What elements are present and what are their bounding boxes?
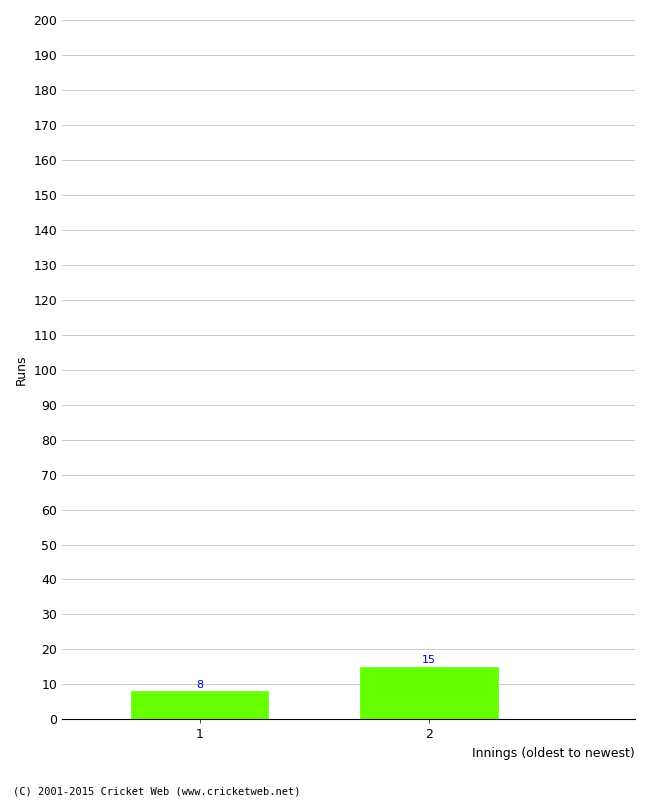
Bar — [360, 667, 497, 719]
Bar — [131, 691, 268, 719]
Text: 15: 15 — [422, 655, 436, 665]
Text: (C) 2001-2015 Cricket Web (www.cricketweb.net): (C) 2001-2015 Cricket Web (www.cricketwe… — [13, 786, 300, 796]
X-axis label: Innings (oldest to newest): Innings (oldest to newest) — [473, 747, 635, 760]
Y-axis label: Runs: Runs — [15, 354, 28, 385]
Text: 8: 8 — [196, 680, 203, 690]
